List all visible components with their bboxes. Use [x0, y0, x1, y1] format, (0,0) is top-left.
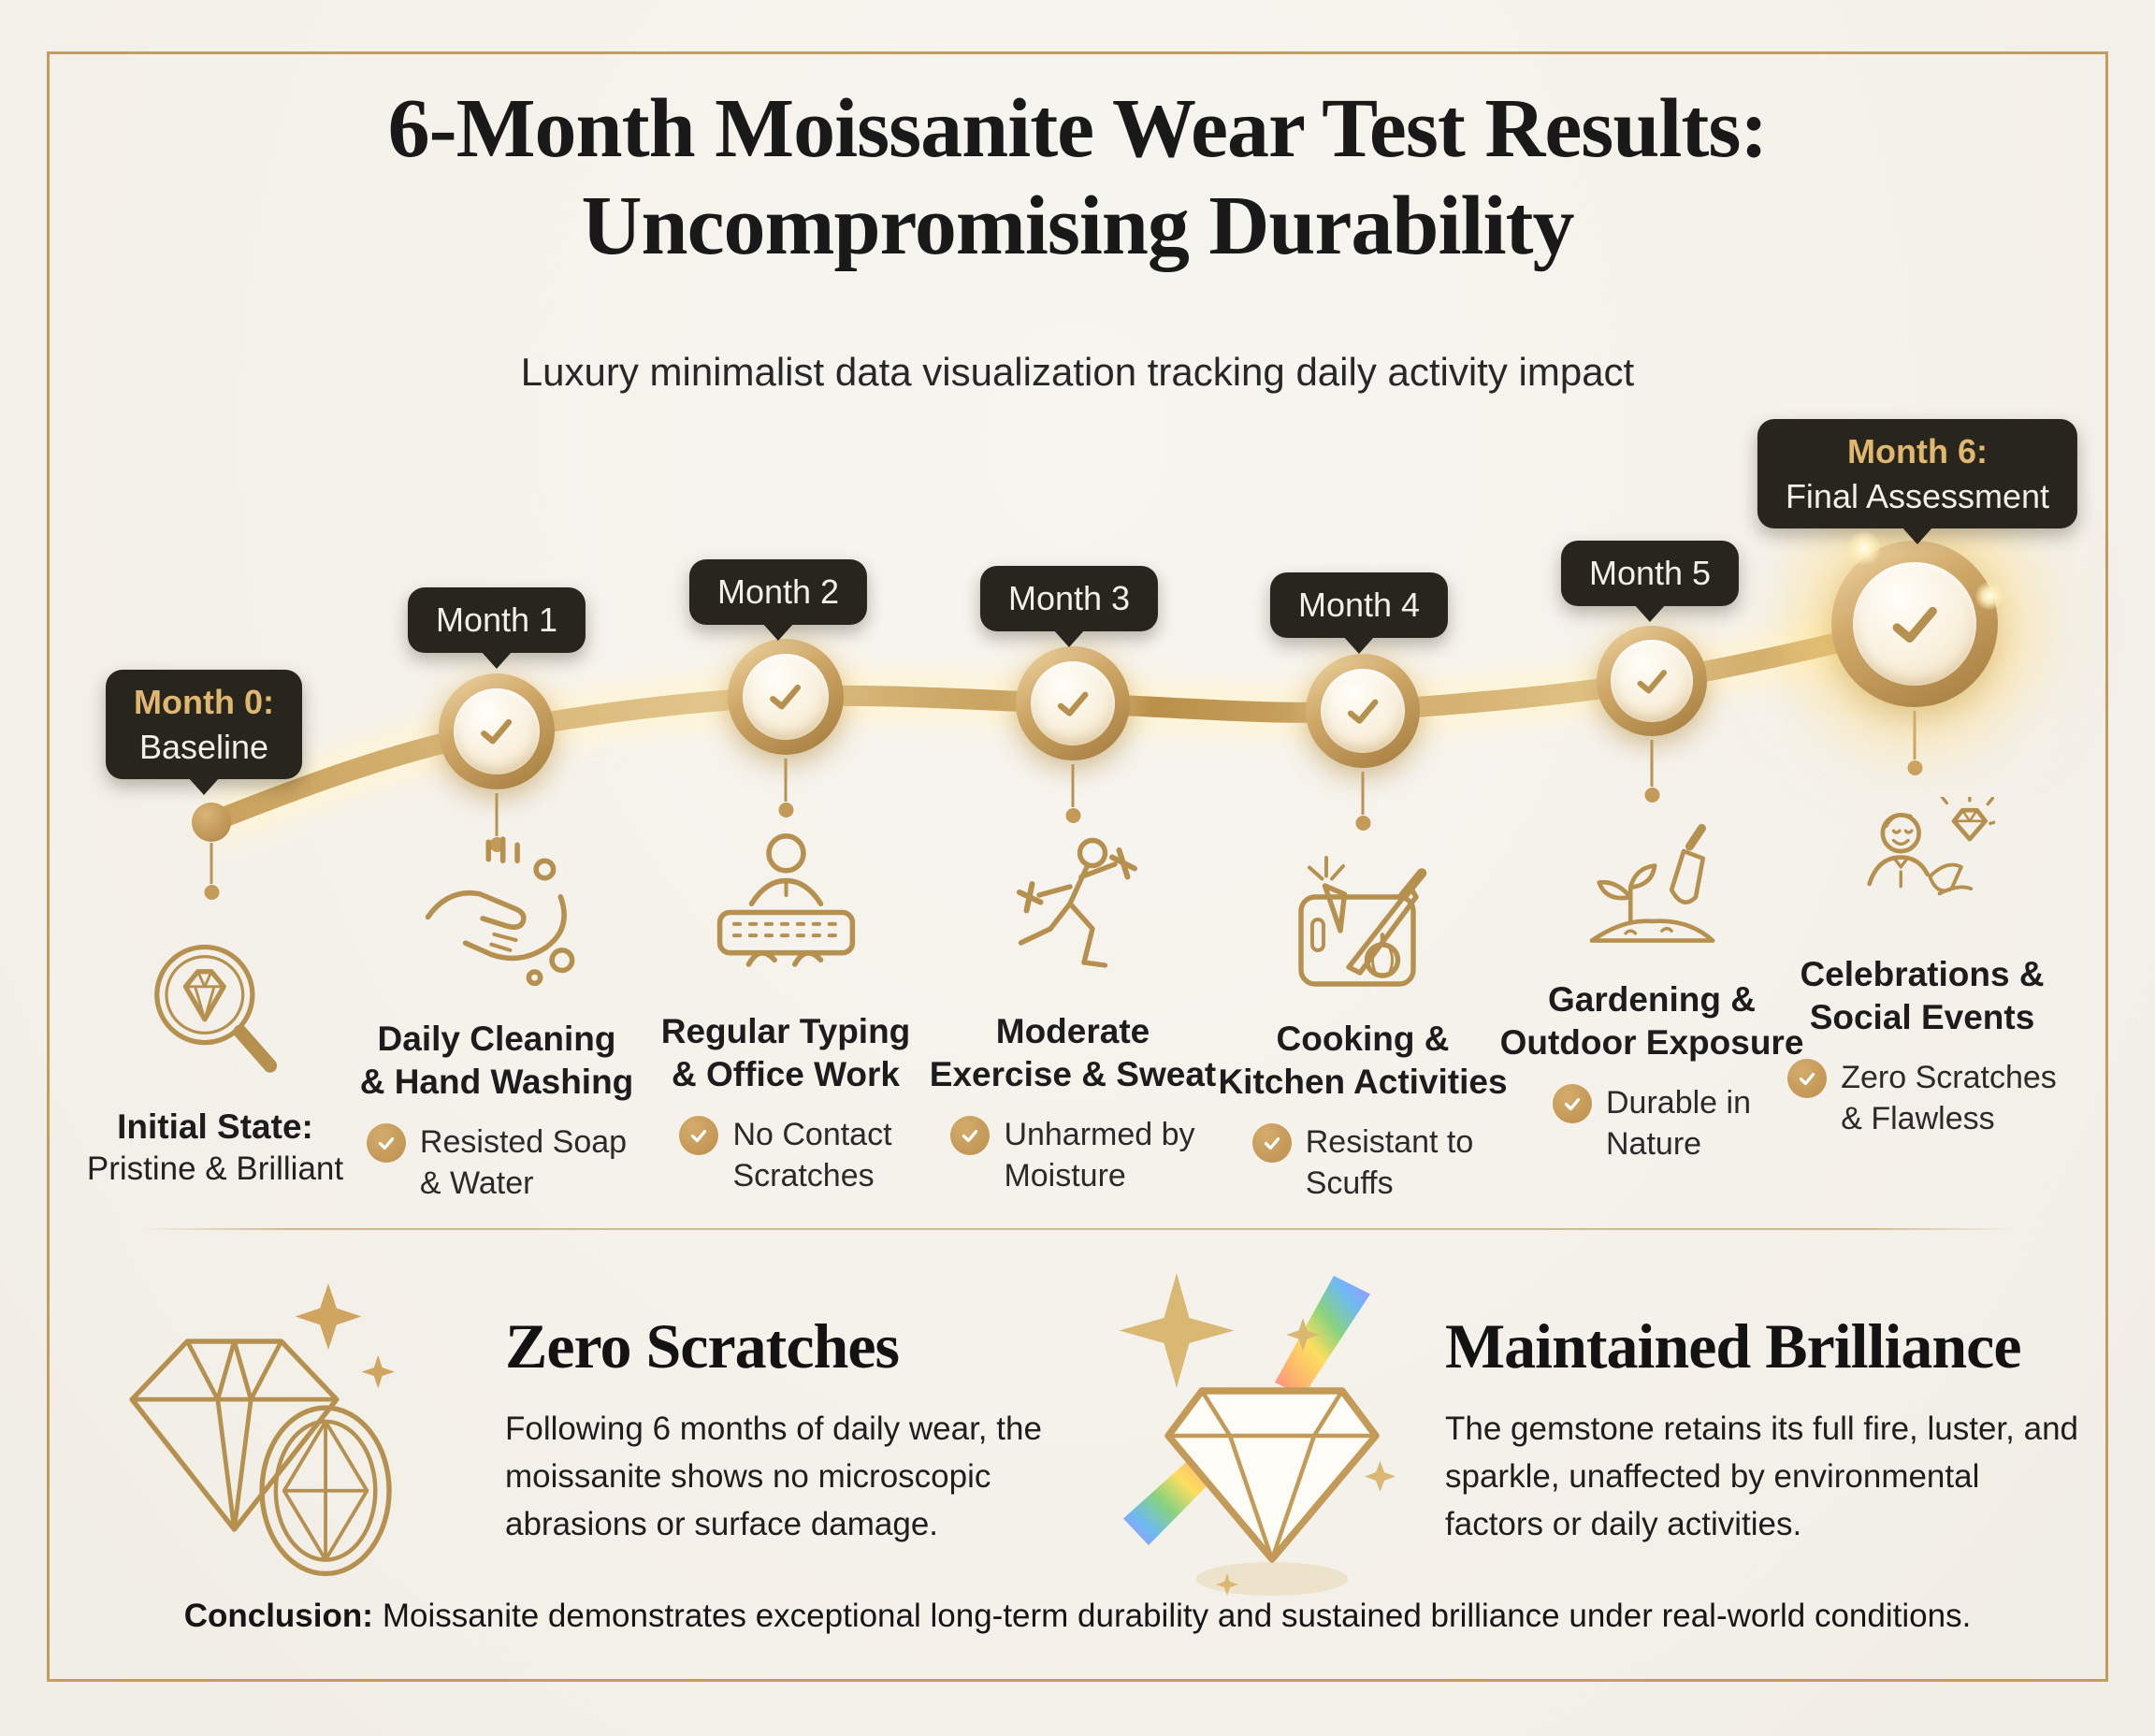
- milestone-bullet: Resisted Soap & Water: [319, 1121, 674, 1206]
- milestone-column-1: Daily Cleaning & Hand Washing Resisted S…: [319, 823, 674, 1205]
- badge-sub-label: Final Assessment: [1785, 476, 2050, 515]
- milestone-bullet: Resistant to Scuffs: [1185, 1121, 1540, 1206]
- stem-month-2: [784, 759, 788, 802]
- milestone-title: Moderate Exercise & Sweat: [929, 1012, 1217, 1094]
- milestone-title: Initial State: Pristine & Brilliant: [86, 1107, 344, 1188]
- feature-body: The gemstone retains its full fire, lust…: [1445, 1410, 2078, 1542]
- milestone-bullet: Zero Scratches & Flawless: [1744, 1057, 2100, 1141]
- badge-month-label: Month 5: [1588, 554, 1712, 592]
- check-circle-icon: [679, 1115, 719, 1155]
- month-5-badge: Month 5: [1560, 541, 1740, 606]
- badge-month-label: Month 1: [435, 600, 558, 639]
- milestone-title: Celebrations & Social Events: [1800, 955, 2045, 1037]
- stem-month-4: [1361, 772, 1365, 815]
- milestone-column-0: Initial State: Pristine & Brilliant: [37, 917, 393, 1190]
- milestone-title: Daily Cleaning & Hand Washing: [359, 1020, 634, 1102]
- badge-month-label: Month 2: [716, 572, 840, 611]
- milestone-title: Regular Typing & Office Work: [660, 1012, 911, 1094]
- checkmark-icon: [481, 719, 513, 745]
- sparkle-glint-icon: [1847, 531, 1881, 565]
- sparkle-glint-icon: [1975, 582, 2003, 610]
- check-circle-icon: [950, 1115, 991, 1155]
- conclusion-text: Conclusion: Moissanite demonstrates excep…: [183, 1598, 1972, 1634]
- badge-month-label: Month 4: [1297, 586, 1421, 624]
- sparkling-diamond-rainbow-icon: [1092, 1253, 1443, 1604]
- feature-body: Following 6 months of daily wear, the mo…: [505, 1410, 1042, 1542]
- month-2-node: [728, 639, 844, 755]
- month-3-node: [1016, 646, 1130, 760]
- feature-heading: Zero Scratches: [505, 1310, 900, 1382]
- month-4-badge: Month 4: [1269, 572, 1449, 638]
- checkmark-icon: [770, 685, 802, 710]
- stem-month-1: [495, 793, 499, 836]
- exercise-runner-icon: [895, 821, 1251, 999]
- checkmark-icon: [1347, 699, 1379, 724]
- diamond-pair-icon: [105, 1283, 427, 1601]
- checkmark-icon: [1057, 691, 1089, 716]
- feature-maintained-brilliance: Maintained Brilliance The gemstone retai…: [1445, 1309, 2081, 1548]
- feature-heading: Maintained Brilliance: [1445, 1310, 2022, 1382]
- typing-office-icon: [608, 816, 963, 999]
- month-1-node: [439, 673, 555, 789]
- milestone-title: Gardening & Outdoor Exposure: [1499, 980, 1804, 1063]
- stem-month-0: [210, 843, 213, 884]
- magnifier-diamond-icon: [37, 917, 393, 1094]
- gardening-trowel-icon: [1474, 816, 1830, 967]
- celebration-people-icon: [1744, 790, 2100, 942]
- milestone-column-2: Regular Typing & Office Work No Contact …: [608, 816, 963, 1197]
- month-2-badge: Month 2: [688, 559, 868, 625]
- check-circle-icon: [1553, 1083, 1592, 1123]
- checkmark-icon: [1637, 669, 1667, 694]
- hand-washing-icon: [319, 823, 674, 1006]
- month-3-badge: Month 3: [979, 566, 1159, 631]
- milestone-bullet: Durable in Nature: [1474, 1082, 1830, 1166]
- stem-month-3: [1071, 764, 1075, 807]
- milestone-column-4: Cooking & Kitchen Activities Resistant t…: [1185, 827, 1540, 1205]
- stem-month-5: [1650, 740, 1654, 787]
- month-4-node: [1306, 654, 1420, 768]
- checkmark-icon: [1892, 606, 1937, 643]
- badge-month-label: Month 0:: [134, 683, 274, 721]
- page-title: 6-Month Moissanite Wear Test Results: Un…: [0, 80, 2155, 276]
- milestone-bullet: Unharmed by Moisture: [895, 1114, 1251, 1198]
- month-6-badge: Month 6: Final Assessment: [1757, 419, 2078, 529]
- conclusion-label: Conclusion:: [183, 1598, 373, 1634]
- section-divider: [140, 1228, 2015, 1230]
- badge-month-label: Month 6:: [1847, 432, 1988, 470]
- month-6-node: [1831, 541, 1998, 707]
- milestone-column-5: Gardening & Outdoor Exposure Durable in …: [1474, 816, 1830, 1165]
- page-subtitle: Luxury minimalist data visualization tra…: [520, 350, 1635, 394]
- milestone-column-6: Celebrations & Social Events Zero Scratc…: [1744, 790, 2100, 1140]
- title-line-2: Uncompromising Durability: [581, 180, 1575, 273]
- milestone-bullet: No Contact Scratches: [608, 1114, 963, 1198]
- month-0-badge: Month 0: Baseline: [106, 670, 302, 780]
- month-5-node: [1597, 626, 1707, 736]
- milestone-title: Cooking & Kitchen Activities: [1218, 1020, 1508, 1102]
- check-circle-icon: [1787, 1058, 1828, 1098]
- feature-zero-scratches: Zero Scratches Following 6 months of dai…: [505, 1309, 1113, 1548]
- cooking-kitchen-icon: [1185, 827, 1540, 1006]
- milestone-column-3: Moderate Exercise & Sweat Unharmed by Mo…: [895, 821, 1251, 1197]
- month-1-badge: Month 1: [407, 587, 586, 653]
- title-line-1: 6-Month Moissanite Wear Test Results:: [387, 82, 1769, 175]
- check-circle-icon: [366, 1122, 406, 1163]
- badge-month-label: Month 3: [1007, 579, 1131, 617]
- badge-sub-label: Baseline: [138, 727, 269, 766]
- check-circle-icon: [1251, 1122, 1292, 1163]
